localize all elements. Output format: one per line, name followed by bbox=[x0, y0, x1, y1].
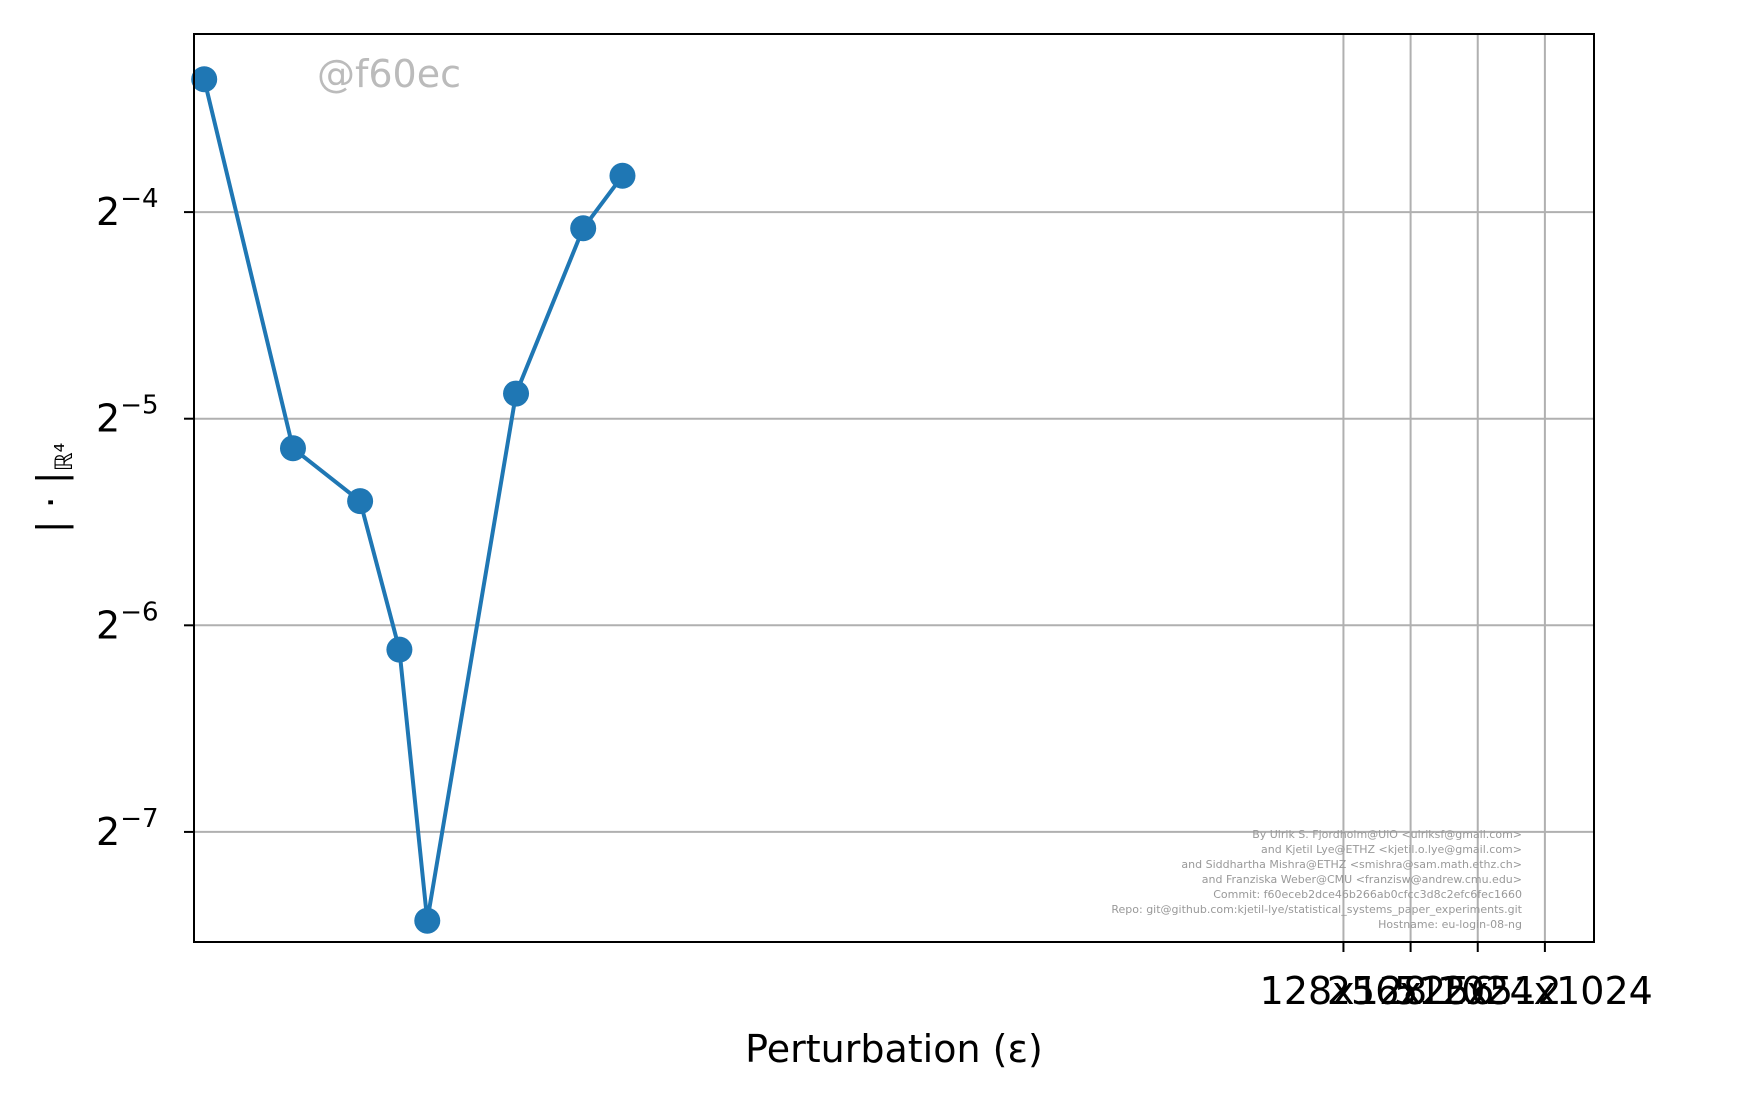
y-axis-label-main: | · | bbox=[29, 471, 74, 533]
data-point-7 bbox=[609, 162, 636, 189]
credit-line-4: Commit: f60eceb2dce46b266ab0cfcc3d8c2efc… bbox=[1213, 888, 1522, 901]
plot-frame bbox=[193, 33, 1595, 943]
data-point-5 bbox=[503, 380, 530, 407]
x-tick-label-2: 512x512 bbox=[1394, 969, 1562, 1013]
credit-line-3: and Franziska Weber@CMU <franzisw@andrew… bbox=[1202, 873, 1522, 886]
credit-line-6: Hostname: eu-login-08-ng bbox=[1378, 918, 1522, 931]
grid-lines bbox=[194, 34, 1594, 942]
svg-text:| · |ℝ⁴: | · |ℝ⁴ bbox=[29, 443, 78, 533]
y-axis-label: | · |ℝ⁴ bbox=[29, 443, 78, 533]
axis-ticks: 2−4 2−5 2−6 2−7 128x128256x256512x5121024x10… bbox=[96, 184, 1653, 1013]
y-tick-label-3: 2−7 bbox=[96, 804, 159, 854]
watermark: @f60ec bbox=[317, 52, 461, 96]
y-axis-label-subscript: ℝ⁴ bbox=[50, 443, 78, 472]
x-tick-label-0: 128x128 bbox=[1260, 969, 1428, 1013]
credit-line-0: By Ulrik S. Fjordholm@UiO <ulriksf@gmail… bbox=[1252, 828, 1522, 841]
data-point-4 bbox=[414, 907, 441, 934]
data-point-2 bbox=[347, 488, 374, 515]
data-point-1 bbox=[279, 435, 306, 462]
data-point-0 bbox=[191, 66, 218, 93]
x-axis-label: Perturbation (ε) bbox=[745, 1027, 1043, 1071]
data-point-6 bbox=[570, 215, 597, 242]
x-tick-label-1: 256x256 bbox=[1327, 969, 1495, 1013]
y-tick-label-0: 2−4 bbox=[96, 184, 159, 234]
credit-line-2: and Siddhartha Mishra@ETHZ <smishra@sam.… bbox=[1181, 858, 1522, 871]
credit-line-1: and Kjetil Lye@ETHZ <kjetil.o.lye@gmail.… bbox=[1261, 843, 1522, 856]
y-tick-label-1: 2−5 bbox=[96, 391, 159, 441]
series-line-0 bbox=[202, 78, 625, 923]
data-point-3 bbox=[386, 636, 413, 663]
credits-block: By Ulrik S. Fjordholm@UiO <ulriksf@gmail… bbox=[1111, 828, 1522, 931]
x-tick-label-3: 1024x1024 bbox=[1437, 969, 1653, 1013]
credit-line-5: Repo: git@github.com:kjetil-lye/statisti… bbox=[1111, 903, 1522, 916]
data-series bbox=[191, 66, 636, 934]
y-tick-label-2: 2−6 bbox=[96, 597, 159, 647]
